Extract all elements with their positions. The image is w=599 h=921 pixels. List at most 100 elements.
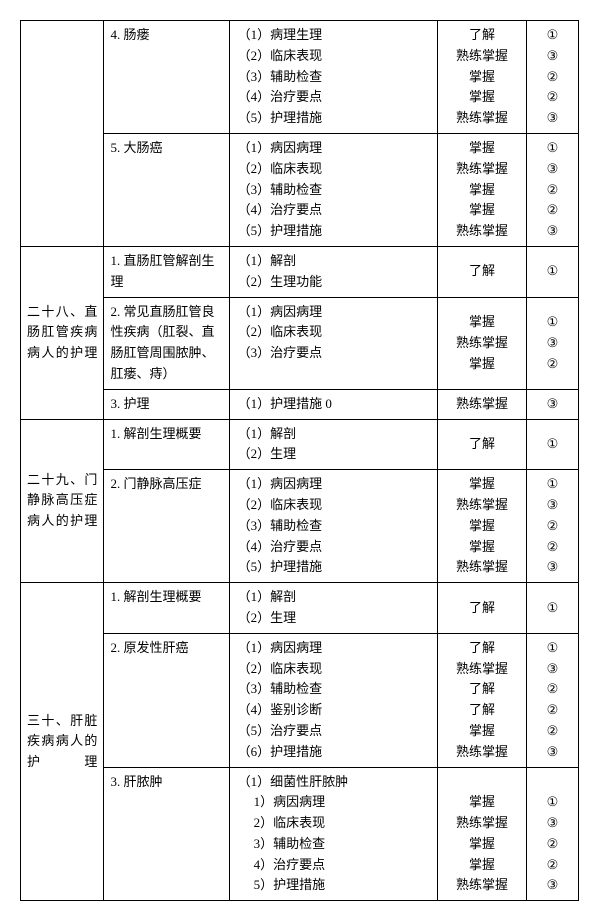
level-line: 熟练掌握 — [444, 495, 520, 516]
mark-line: ② — [533, 516, 572, 537]
table-row: 二十九、门静脉高压症病人的护理1. 解剖生理概要（1）解剖（2）生理了解① — [21, 419, 579, 470]
mark-line: ③ — [533, 813, 572, 834]
table-row: 2. 原发性肝癌（1）病因病理（2）临床表现（3）辅助检查（4）鉴别诊断（5）治… — [21, 633, 579, 767]
table-row: 3. 肝脓肿（1）细菌性肝脓肿1）病因病理2）临床表现3）辅助检查4）治疗要点5… — [21, 767, 579, 901]
level-line: 掌握 — [444, 87, 520, 108]
level-line: 掌握 — [444, 180, 520, 201]
mark-line: ③ — [533, 495, 572, 516]
table-row: 3. 护理 （1）护理措施 0 熟练掌握 ③ — [21, 389, 579, 419]
level-line: 掌握 — [444, 516, 520, 537]
level-line: 熟练掌握 — [444, 221, 520, 242]
mark-line: ③ — [533, 659, 572, 680]
content-line: （1）病因病理 — [236, 138, 432, 159]
content-line: （1）病因病理 — [236, 474, 432, 495]
level-line: 掌握 — [444, 312, 520, 333]
level-cell: 了解熟练掌握了解了解掌握熟练掌握 — [438, 633, 527, 767]
content-line: （1）解剖 — [236, 424, 432, 445]
mark-line: ③ — [533, 46, 572, 67]
content-line: （2）临床表现 — [236, 659, 432, 680]
level-line: 了解 — [444, 25, 520, 46]
content-line: （5）护理措施 — [236, 221, 432, 242]
mark-line: ① — [533, 792, 572, 813]
mark-line: ① — [533, 474, 572, 495]
mark-cell: ① — [526, 246, 578, 297]
mark-line: ② — [533, 700, 572, 721]
mark-line — [533, 772, 572, 793]
content-line: （3）辅助检查 — [236, 180, 432, 201]
table-row: 4. 肠瘘（1）病理生理（2）临床表现（3）辅助检查（4）治疗要点（5）护理措施… — [21, 21, 579, 134]
topic-cell: 1. 解剖生理概要 — [104, 583, 229, 634]
level-line: 熟练掌握 — [444, 875, 520, 896]
content-line: （2）临床表现 — [236, 46, 432, 67]
level-line: 了解 — [444, 679, 520, 700]
mark-line: ③ — [533, 557, 572, 578]
level-line: 掌握 — [444, 138, 520, 159]
section-title-text: 二十九、门静脉高压症病人的护理 — [27, 470, 97, 532]
mark-line: ③ — [533, 108, 572, 129]
mark-cell: ①③②②③ — [526, 470, 578, 583]
level-cell: 了解 — [438, 246, 527, 297]
topic-cell: 2. 门静脉高压症 — [104, 470, 229, 583]
level-cell: 掌握熟练掌握掌握 — [438, 297, 527, 389]
level-line: 了解 — [444, 434, 520, 455]
mark-line: ② — [533, 537, 572, 558]
content-line: 2）临床表现 — [236, 813, 432, 834]
content-line: （3）辅助检查 — [236, 679, 432, 700]
mark-line: ② — [533, 180, 572, 201]
level-line: 了解 — [444, 638, 520, 659]
table-row: 2. 常见直肠肛管良性疾病（肛裂、直肠肛管周围脓肿、肛瘘、痔）（1）病因病理（2… — [21, 297, 579, 389]
mark-line: ① — [533, 638, 572, 659]
level-cell: 了解熟练掌握掌握掌握熟练掌握 — [438, 21, 527, 134]
table-row: 二十八、直肠肛管疾病病人的护理1. 直肠肛管解剖生理（1）解剖（2）生理功能了解… — [21, 246, 579, 297]
mark-line: ② — [533, 200, 572, 221]
content-cell: （1）病理生理（2）临床表现（3）辅助检查（4）治疗要点（5）护理措施 — [229, 21, 438, 134]
topic-cell: 3. 护理 — [104, 389, 229, 419]
mark-line: ① — [533, 598, 572, 619]
mark-line: ① — [533, 25, 572, 46]
content-line: （1）病理生理 — [236, 25, 432, 46]
level-line: 熟练掌握 — [444, 394, 520, 415]
level-line: 了解 — [444, 598, 520, 619]
mark-cell: ① — [526, 419, 578, 470]
content-line: （3）辅助检查 — [236, 516, 432, 537]
content-cell: （1）护理措施 0 — [229, 389, 438, 419]
table-row: 三十、肝脏疾病病人的护理1. 解剖生理概要（1）解剖（2）生理了解① — [21, 583, 579, 634]
section-title-text: 三十、肝脏疾病病人的护理 — [27, 711, 97, 773]
content-line: 4）治疗要点 — [236, 855, 432, 876]
content-cell: （1）病因病理（2）临床表现（3）治疗要点 — [229, 297, 438, 389]
content-line: （1）细菌性肝脓肿 — [236, 772, 432, 793]
content-line: （1）解剖 — [236, 587, 432, 608]
level-line: 掌握 — [444, 834, 520, 855]
mark-line: ② — [533, 67, 572, 88]
section-title: 二十九、门静脉高压症病人的护理 — [21, 419, 104, 583]
topic-cell: 5. 大肠癌 — [104, 133, 229, 246]
mark-line: ① — [533, 434, 572, 455]
level-line: 掌握 — [444, 855, 520, 876]
level-line: 熟练掌握 — [444, 659, 520, 680]
mark-line: ② — [533, 834, 572, 855]
topic-cell: 4. 肠瘘 — [104, 21, 229, 134]
mark-line: ③ — [533, 333, 572, 354]
topic-cell: 2. 常见直肠肛管良性疾病（肛裂、直肠肛管周围脓肿、肛瘘、痔） — [104, 297, 229, 389]
section-title — [21, 21, 104, 247]
level-cell: 熟练掌握 — [438, 389, 527, 419]
level-line: 掌握 — [444, 537, 520, 558]
level-cell: 掌握熟练掌握掌握掌握熟练掌握 — [438, 767, 527, 901]
content-cell: （1）解剖（2）生理功能 — [229, 246, 438, 297]
section-title-text: 二十八、直肠肛管疾病病人的护理 — [27, 302, 97, 364]
mark-line: ① — [533, 261, 572, 282]
mark-cell: ③ — [526, 389, 578, 419]
mark-line: ③ — [533, 394, 572, 415]
mark-cell: ①③②②③ — [526, 21, 578, 134]
level-line: 熟练掌握 — [444, 46, 520, 67]
content-line: （1）解剖 — [236, 251, 432, 272]
level-line: 掌握 — [444, 67, 520, 88]
syllabus-table: 4. 肠瘘（1）病理生理（2）临床表现（3）辅助检查（4）治疗要点（5）护理措施… — [20, 20, 579, 901]
content-line: （1）护理措施 0 — [236, 394, 432, 415]
mark-cell: ①③②②②③ — [526, 633, 578, 767]
table-row: 2. 门静脉高压症（1）病因病理（2）临床表现（3）辅助检查（4）治疗要点（5）… — [21, 470, 579, 583]
content-cell: （1）病因病理（2）临床表现（3）辅助检查（4）鉴别诊断（5）治疗要点（6）护理… — [229, 633, 438, 767]
content-line: （4）鉴别诊断 — [236, 700, 432, 721]
level-line: 熟练掌握 — [444, 557, 520, 578]
mark-cell: ①③②②③ — [526, 767, 578, 901]
